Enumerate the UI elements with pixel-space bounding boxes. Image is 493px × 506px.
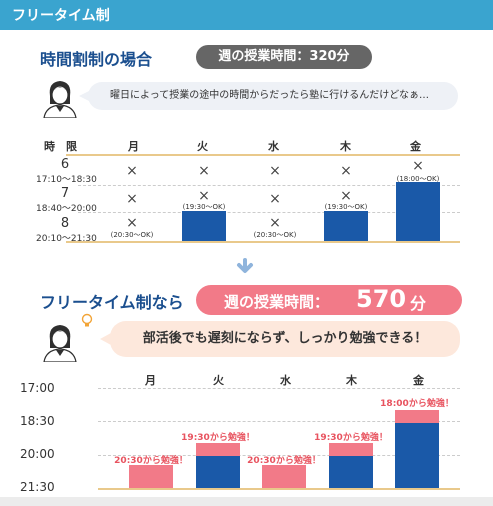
weekly-hours-badge: 週の授業時間：320分 (196, 45, 372, 69)
thu-study-bar (329, 443, 373, 456)
table-top-rule (66, 154, 460, 156)
x-mark: × (126, 191, 138, 207)
fri-study-label: 18:00から勉強！ (380, 399, 454, 409)
x-mark: × (340, 188, 352, 204)
header-title: フリータイム制 (12, 8, 110, 24)
fri-study-bar (395, 410, 439, 423)
period-8-time: 20:10〜21:30 (36, 234, 97, 244)
tue-class-bar (196, 456, 240, 488)
thu-class-bar (329, 456, 373, 488)
day-fri: 金 (413, 374, 424, 387)
time-label: 21:30 (20, 480, 55, 494)
day-wed: 水 (280, 374, 291, 387)
day-thu: 木 (346, 374, 357, 387)
wed-study-label: 20:30から勉強！ (247, 456, 321, 466)
down-arrow-icon (237, 258, 253, 273)
period-7-time: 18:40〜20:00 (36, 204, 97, 214)
x-mark: × (269, 191, 281, 207)
weekly-hours-highlight: 週の授業時間： 570 分 (196, 285, 462, 315)
period-6-number: 6 (60, 157, 70, 172)
period-6-time: 17:10〜18:30 (36, 175, 97, 185)
fri-class-bar (396, 182, 440, 241)
footer-strip (0, 497, 493, 506)
day-fri: 金 (410, 140, 421, 153)
x-mark: × (412, 158, 424, 174)
header-bar (0, 0, 493, 30)
tue-ok-note: (19:30〜OK) (182, 203, 226, 211)
row-divider (78, 185, 460, 186)
tue-class-bar (182, 211, 226, 241)
thu-class-bar (324, 211, 368, 241)
tue-study-label: 19:30から勉強！ (181, 433, 255, 443)
section1-title: 時間割制の場合 (40, 50, 153, 69)
table-bottom-rule (66, 241, 460, 243)
day-wed: 水 (268, 140, 279, 153)
mon-study-label: 20:30から勉強！ (114, 456, 188, 466)
wed-study-bar (262, 465, 306, 488)
period-column-header: 時 限 (44, 140, 77, 153)
speech-bubble: 部活後でも遅刻にならず、しっかり勉強できる！ (100, 321, 460, 357)
tue-study-bar (196, 443, 240, 456)
day-thu: 木 (340, 140, 351, 153)
period-7-number: 7 (60, 186, 70, 201)
time-gridline (98, 421, 460, 422)
thu-study-label: 19:30から勉強！ (314, 433, 388, 443)
period-8-number: 8 (60, 216, 70, 231)
day-mon: 月 (145, 374, 156, 387)
x-mark: × (269, 163, 281, 179)
x-mark: × (126, 215, 138, 231)
lightbulb-icon (81, 313, 93, 327)
mon-ok-note: (20:30〜OK) (110, 231, 154, 239)
time-label: 17:00 (20, 381, 55, 395)
day-tue: 火 (197, 140, 208, 153)
row-divider (78, 212, 460, 213)
wed-ok-note: (20:30〜OK) (253, 231, 297, 239)
student-girl-icon (43, 325, 77, 362)
day-mon: 月 (128, 140, 139, 153)
x-mark: × (198, 188, 210, 204)
hours-value: 570 (356, 285, 407, 313)
day-tue: 火 (213, 374, 224, 387)
speech-bubble: 曜日によって授業の途中の時間からだったら塾に行けるんだけどなぁ… (79, 82, 458, 110)
x-mark: × (269, 215, 281, 231)
time-label: 18:30 (20, 414, 55, 428)
hours-unit: 分 (410, 294, 427, 313)
hours-prefix: 週の授業時間： (224, 293, 330, 311)
chart-baseline (98, 488, 460, 490)
student-girl-icon (43, 81, 77, 118)
section2-title: フリータイム制なら (40, 293, 184, 312)
fri-class-bar (395, 423, 439, 488)
x-mark: × (198, 163, 210, 179)
x-mark: × (340, 163, 352, 179)
fri-ok-note: (18:00〜OK) (396, 175, 440, 183)
mon-study-bar (129, 465, 173, 488)
x-mark: × (126, 163, 138, 179)
time-label: 20:00 (20, 447, 55, 461)
thu-ok-note: (19:30〜OK) (324, 203, 368, 211)
time-gridline (98, 388, 460, 389)
time-gridline (98, 455, 460, 456)
